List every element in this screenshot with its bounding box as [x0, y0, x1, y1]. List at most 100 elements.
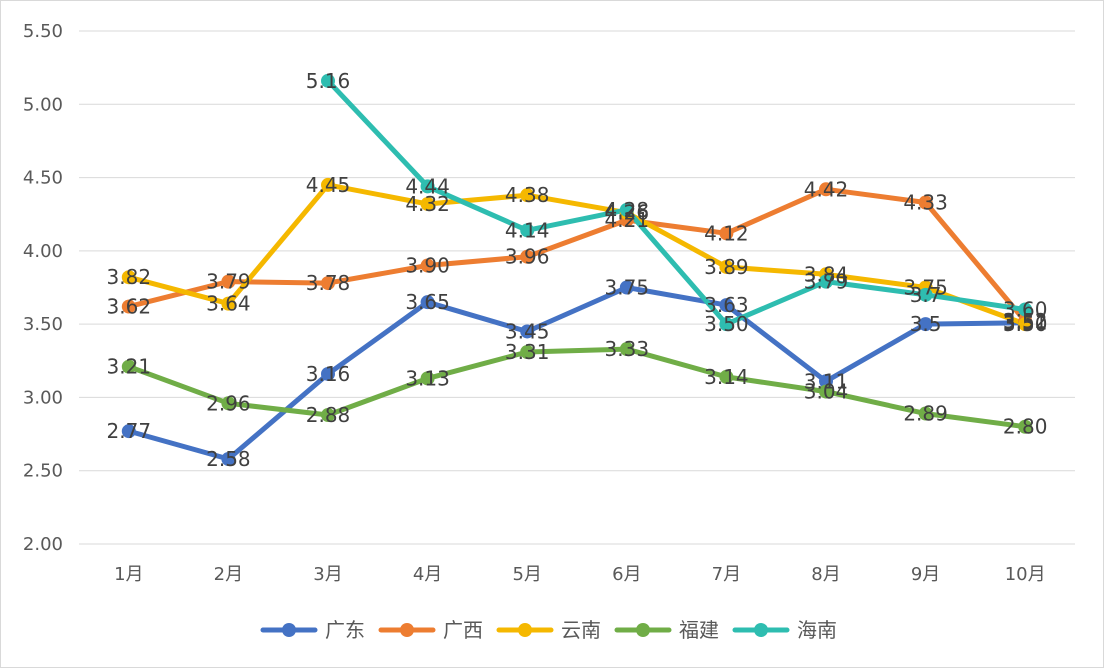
data-point — [321, 366, 335, 381]
data-label: 3.90 — [405, 254, 450, 278]
data-label: 4.26 — [605, 201, 650, 225]
legend-label: 广西 — [443, 618, 483, 642]
data-point — [321, 73, 335, 88]
data-label: 2.80 — [1003, 415, 1048, 439]
data-label: 2.89 — [903, 402, 948, 426]
data-point — [918, 287, 933, 302]
x-tick-label: 3月 — [313, 564, 342, 585]
data-label: 3.64 — [206, 292, 251, 316]
data-label: 3.33 — [605, 337, 650, 361]
data-label: 3.89 — [704, 255, 749, 279]
data-label: 4.14 — [505, 218, 550, 242]
grid-lines — [79, 30, 1075, 545]
data-point — [1018, 317, 1033, 332]
data-label: 3.78 — [306, 271, 351, 295]
x-tick-label: 6月 — [612, 564, 641, 585]
data-label: 2.77 — [107, 419, 152, 443]
x-tick-label: 8月 — [811, 564, 840, 585]
data-point — [420, 179, 435, 194]
legend-swatch-marker — [282, 623, 296, 637]
data-label: 3.7 — [910, 283, 942, 307]
x-tick-label: 10月 — [1005, 564, 1046, 585]
series-line-4 — [126, 346, 1028, 430]
y-tick-label: 3.50 — [23, 314, 63, 335]
y-tick-label: 4.00 — [23, 241, 63, 262]
data-point — [221, 451, 236, 466]
data-label: 2.88 — [306, 403, 351, 427]
x-tick-label: 2月 — [214, 564, 243, 585]
data-point — [719, 226, 734, 241]
legend-swatch-marker — [636, 623, 650, 637]
data-label: 4.38 — [505, 183, 550, 207]
data-point — [520, 324, 535, 339]
y-tick-label: 5.50 — [23, 21, 63, 42]
y-tick-label: 2.50 — [23, 461, 63, 482]
data-point — [420, 371, 435, 386]
data-label: 2.58 — [206, 447, 251, 471]
series-line-3 — [126, 182, 1028, 327]
data-label: 5.16 — [306, 69, 351, 93]
data-point — [420, 196, 435, 211]
data-point — [918, 406, 933, 421]
x-tick-label: 9月 — [911, 564, 940, 585]
data-label: 3.50 — [1003, 312, 1048, 336]
data-labels: 2.772.583.163.653.453.753.633.113.5 3.513… — [107, 69, 1048, 471]
legend-swatch-marker — [400, 623, 414, 637]
data-point — [1018, 419, 1033, 434]
data-label: 3.63 — [704, 293, 749, 317]
data-point — [420, 258, 435, 273]
data-point — [321, 408, 335, 423]
x-tick-label: 4月 — [413, 564, 442, 585]
data-point — [719, 369, 734, 384]
data-point — [719, 317, 734, 332]
data-label: 4.28 — [605, 198, 650, 222]
data-point — [121, 359, 136, 374]
data-label: 3.45 — [505, 319, 550, 343]
data-label: 3.75 — [605, 276, 650, 300]
data-point — [619, 342, 634, 357]
data-point — [520, 188, 535, 203]
legend-label: 云南 — [561, 618, 601, 642]
x-tick-label: 1月 — [114, 564, 143, 585]
series-lines — [126, 78, 1028, 462]
data-point — [221, 296, 236, 311]
y-tick-label: 5.00 — [23, 94, 63, 115]
data-label: 3.82 — [107, 265, 152, 289]
data-point — [719, 298, 734, 313]
x-tick-label: 7月 — [712, 564, 741, 585]
data-point — [321, 276, 335, 291]
data-label: 3.31 — [505, 340, 550, 364]
data-point — [918, 195, 933, 210]
data-point — [819, 374, 833, 389]
data-label: 3.75 — [903, 276, 948, 300]
data-point — [420, 295, 435, 310]
legend-swatch-marker — [754, 623, 768, 637]
legend-label: 海南 — [797, 618, 837, 642]
series-line-2 — [126, 186, 1028, 324]
x-axis: 1月 2月 3月 4月 5月 6月 7月 8月 9月 10月 — [114, 564, 1046, 585]
data-point — [520, 223, 535, 238]
data-label: 3.62 — [107, 295, 152, 319]
data-label: 4.32 — [405, 192, 450, 216]
data-label: 3.16 — [306, 362, 351, 386]
data-point — [321, 177, 335, 192]
legend-label: 广东 — [325, 618, 365, 642]
data-label: 3.79 — [804, 270, 849, 294]
legend-swatch-marker — [518, 623, 532, 637]
y-tick-label: 3.00 — [23, 387, 63, 408]
y-tick-label: 2.00 — [23, 534, 63, 555]
series-markers — [121, 73, 1033, 466]
data-point — [221, 396, 236, 411]
data-point — [121, 270, 136, 285]
series-line-1 — [126, 285, 1028, 462]
data-point — [619, 280, 634, 295]
data-point — [221, 274, 236, 289]
series-line-5 — [325, 78, 1028, 327]
data-point — [1018, 302, 1033, 317]
data-point — [121, 299, 136, 314]
data-label: 4.33 — [903, 190, 948, 214]
data-point — [819, 182, 833, 197]
data-point — [520, 249, 535, 264]
data-label: 3.84 — [804, 262, 849, 286]
